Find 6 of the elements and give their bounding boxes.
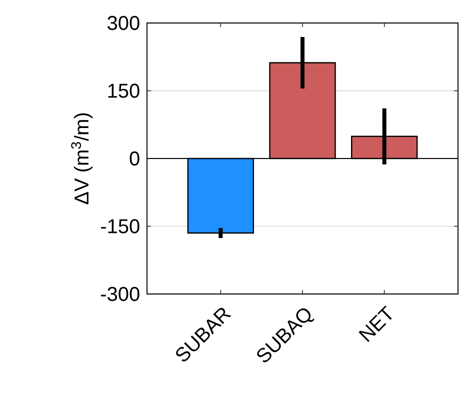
y-tick-label: 300 bbox=[108, 16, 140, 30]
y-tick-label: 0 bbox=[130, 151, 140, 166]
y-tick-label: 150 bbox=[108, 84, 140, 98]
y-axis-title: ΔV (m$^{3}$/m) bbox=[71, 113, 93, 204]
y-tick-label: -150 bbox=[101, 219, 140, 234]
y-tick-label: -300 bbox=[101, 286, 140, 302]
